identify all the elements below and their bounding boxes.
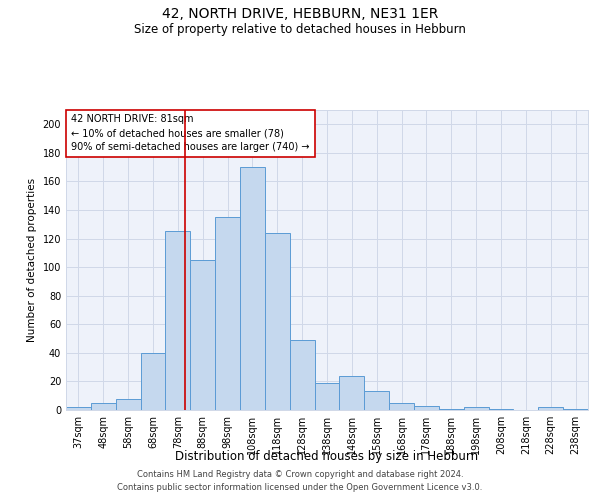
Text: Contains HM Land Registry data © Crown copyright and database right 2024.: Contains HM Land Registry data © Crown c… (137, 470, 463, 479)
Bar (314, 383, 340, 410)
Text: Contains public sector information licensed under the Open Government Licence v3: Contains public sector information licen… (118, 484, 482, 492)
Text: Size of property relative to detached houses in Hebburn: Size of property relative to detached ho… (134, 22, 466, 36)
Bar (215, 217, 240, 410)
Bar (488, 408, 514, 410)
Text: 42, NORTH DRIVE, HEBBURN, NE31 1ER: 42, NORTH DRIVE, HEBBURN, NE31 1ER (162, 8, 438, 22)
Bar (265, 233, 290, 410)
Bar (140, 353, 166, 410)
Bar (166, 232, 190, 410)
Bar (464, 407, 488, 410)
Y-axis label: Number of detached properties: Number of detached properties (27, 178, 37, 342)
Bar (290, 340, 314, 410)
Bar (190, 260, 215, 410)
Bar (439, 408, 464, 410)
Bar (389, 403, 414, 410)
Bar (240, 167, 265, 410)
Bar (116, 398, 140, 410)
Bar (364, 392, 389, 410)
Bar (66, 407, 91, 410)
Text: 42 NORTH DRIVE: 81sqm
← 10% of detached houses are smaller (78)
90% of semi-deta: 42 NORTH DRIVE: 81sqm ← 10% of detached … (71, 114, 310, 152)
Bar (91, 403, 116, 410)
Bar (340, 376, 364, 410)
Bar (563, 408, 588, 410)
Text: Distribution of detached houses by size in Hebburn: Distribution of detached houses by size … (175, 450, 479, 463)
Bar (538, 407, 563, 410)
Bar (414, 406, 439, 410)
